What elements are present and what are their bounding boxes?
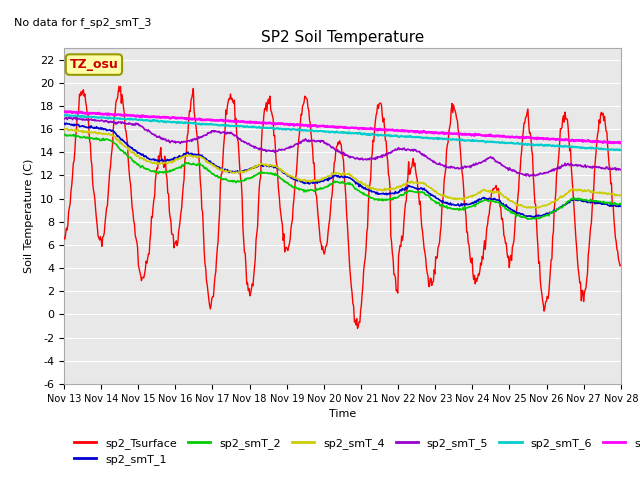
Y-axis label: Soil Temperature (C): Soil Temperature (C)	[24, 159, 35, 273]
Text: No data for f_sp2_smT_3: No data for f_sp2_smT_3	[14, 17, 151, 28]
Title: SP2 Soil Temperature: SP2 Soil Temperature	[260, 30, 424, 46]
Text: TZ_osu: TZ_osu	[70, 58, 118, 71]
Legend: sp2_Tsurface, sp2_smT_1, sp2_smT_2, sp2_smT_4, sp2_smT_5, sp2_smT_6, sp2_smT_7: sp2_Tsurface, sp2_smT_1, sp2_smT_2, sp2_…	[70, 433, 640, 469]
X-axis label: Time: Time	[329, 409, 356, 419]
